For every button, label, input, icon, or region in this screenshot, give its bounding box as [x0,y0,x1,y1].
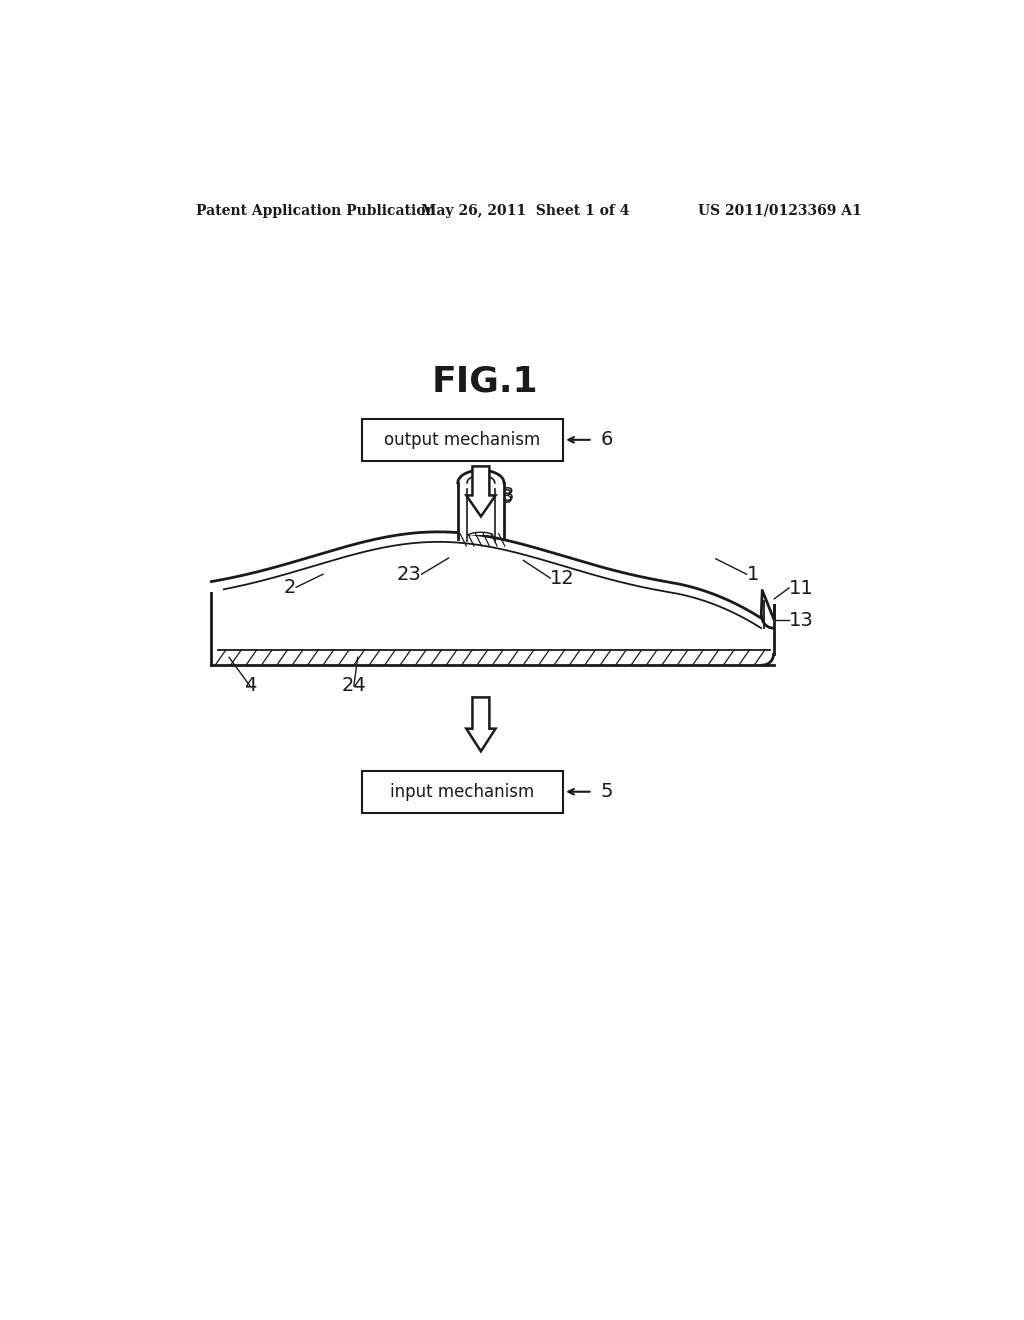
Text: 2: 2 [284,578,296,597]
Text: 5: 5 [600,783,612,801]
Text: FIG.1: FIG.1 [431,364,538,399]
Text: input mechanism: input mechanism [390,783,535,801]
Polygon shape [466,466,496,516]
Polygon shape [211,532,781,659]
Text: May 26, 2011  Sheet 1 of 4: May 26, 2011 Sheet 1 of 4 [421,203,629,218]
Text: 1: 1 [746,565,759,583]
Text: 12: 12 [550,569,574,587]
Text: Patent Application Publication: Patent Application Publication [196,203,435,218]
Text: 3: 3 [502,486,514,506]
Text: 4: 4 [244,676,256,696]
Text: 3: 3 [500,487,513,507]
Polygon shape [458,483,504,535]
Text: 24: 24 [341,676,367,696]
Text: US 2011/0123369 A1: US 2011/0123369 A1 [698,203,862,218]
Bar [361,771,563,813]
Text: 11: 11 [788,578,814,598]
Text: 6: 6 [600,430,612,449]
Text: 13: 13 [788,611,814,630]
Text: output mechanism: output mechanism [384,430,541,449]
Text: 23: 23 [397,565,422,583]
Bar [361,418,563,461]
Polygon shape [466,697,496,751]
